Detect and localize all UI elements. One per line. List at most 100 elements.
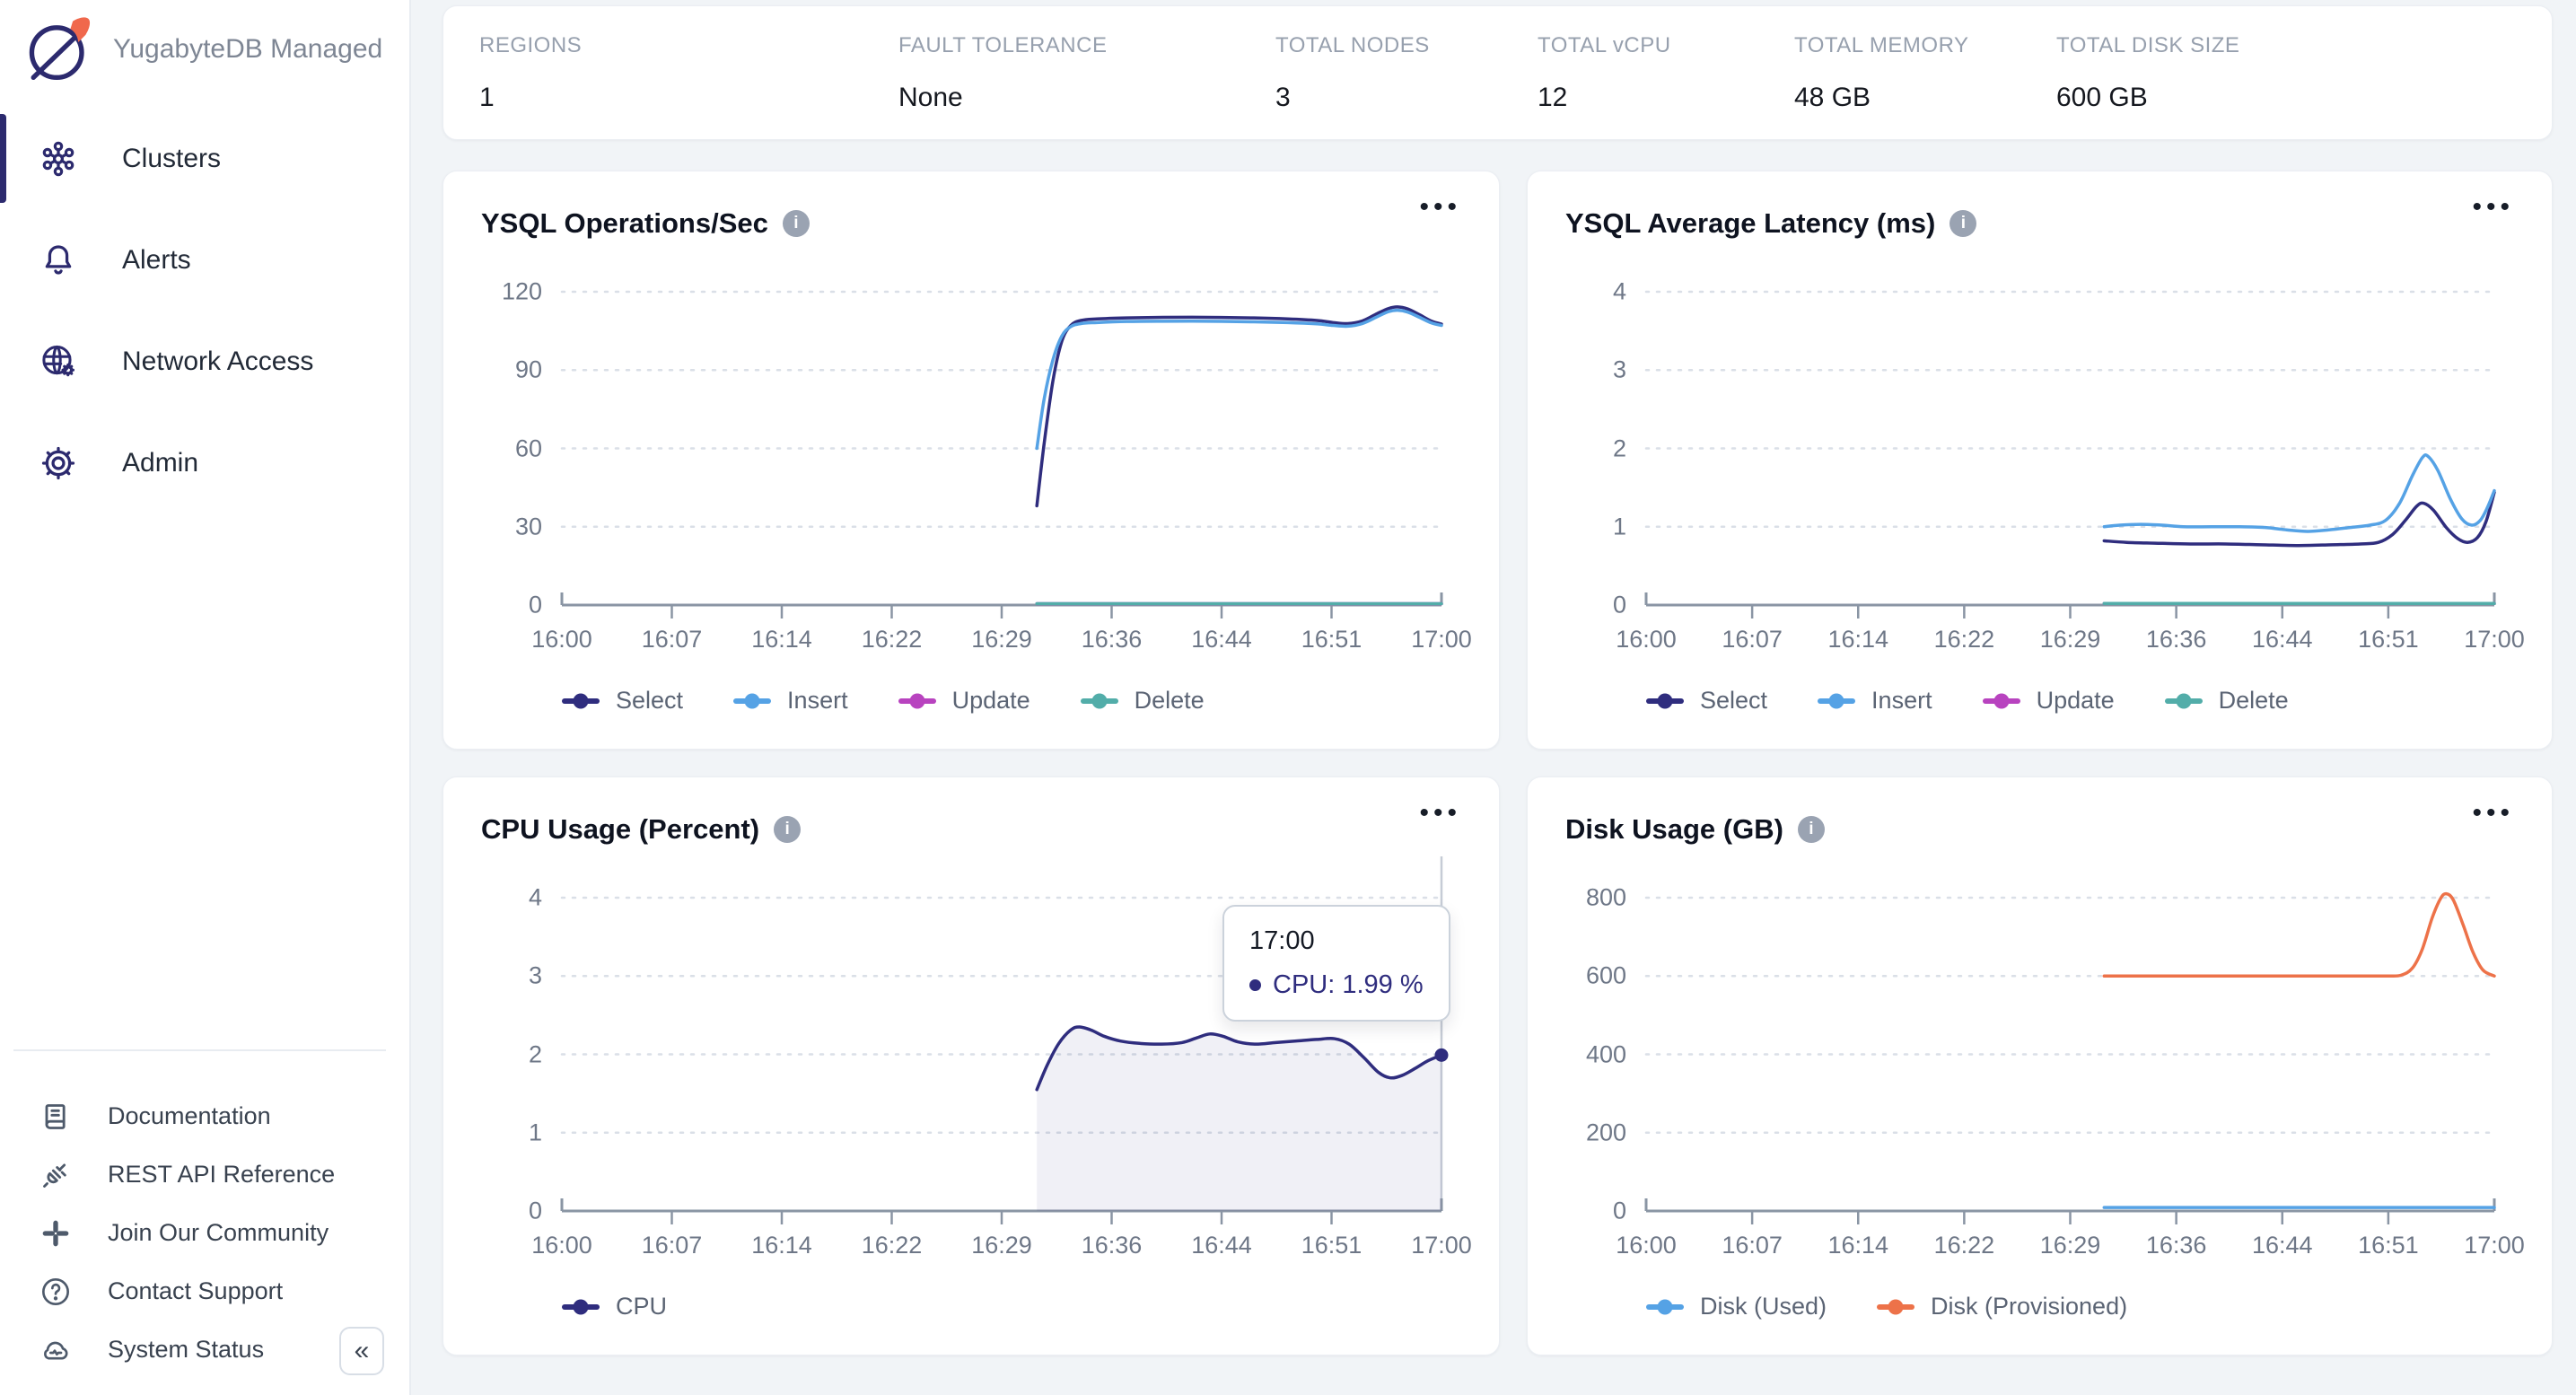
sidebar-link-rest-api-reference[interactable]: REST API Reference (0, 1145, 409, 1204)
legend-marker (733, 693, 772, 709)
sidebar-link-contact-support[interactable]: Contact Support (0, 1262, 409, 1320)
stat-label: TOTAL DISK SIZE (2056, 33, 2240, 57)
legend-item-update[interactable]: Update (1982, 687, 2115, 715)
x-axis-tick-label: 16:22 (1933, 1232, 1995, 1259)
legend-label: Select (616, 687, 684, 714)
legend-item-disk-used[interactable]: Disk (Used) (1646, 1293, 1827, 1320)
plug-icon (38, 1157, 74, 1193)
sidebar-item-label: Network Access (122, 346, 314, 376)
legend-item-insert[interactable]: Insert (733, 687, 848, 715)
chart-legend: CPU (562, 1293, 667, 1320)
stat-label: TOTAL vCPU (1538, 33, 1671, 57)
y-axis-tick-label: 3 (1612, 355, 1626, 383)
stat-label: REGIONS (479, 33, 583, 57)
legend-item-delete[interactable]: Delete (1080, 687, 1205, 715)
x-axis-tick-label: 17:00 (2464, 626, 2525, 653)
legend-label: Insert (787, 687, 848, 714)
legend-marker (898, 693, 936, 709)
x-axis-tick-label: 16:00 (1616, 626, 1677, 653)
x-axis-tick-label: 16:36 (1081, 626, 1143, 653)
legend-item-cpu[interactable]: CPU (562, 1293, 667, 1320)
x-axis-tick-label: 16:07 (641, 1232, 703, 1259)
y-axis-tick-label: 90 (514, 355, 542, 383)
x-axis-tick-label: 16:44 (2251, 626, 2313, 653)
legend-label: Disk (Provisioned) (1931, 1293, 2128, 1320)
chart-legend: Select Insert Update Delete (1646, 687, 2289, 715)
legend-label: Update (951, 687, 1030, 714)
x-axis-tick-label: 16:29 (2039, 626, 2101, 653)
info-icon[interactable]: i (782, 210, 810, 237)
sidebar-item-alerts[interactable]: Alerts (0, 209, 409, 311)
stat-label: FAULT TOLERANCE (898, 33, 1108, 57)
sidebar-footer: Documentation REST API Reference Join Our … (0, 1049, 409, 1395)
sidebar-link-label: Documentation (108, 1102, 271, 1129)
stat-value: 1 (479, 83, 495, 112)
y-axis-tick-label: 60 (514, 434, 542, 461)
chart-card-disk-usage: Disk Usage (GB) i ••• 0 200 400 600 800 16:00 16:… (1527, 776, 2553, 1356)
stat-total-disk-size: TOTAL DISK SIZE 600 GB (2056, 33, 2523, 139)
x-axis-tick-label: 16:22 (1933, 626, 1995, 653)
x-axis-tick-label: 16:14 (1827, 626, 1889, 653)
yugabytedb-logo-icon (20, 11, 97, 88)
y-axis-tick-label: 3 (528, 961, 542, 989)
stat-total-nodes: TOTAL NODES 3 (1275, 33, 1538, 139)
legend-item-delete[interactable]: Delete (2164, 687, 2289, 715)
x-axis-tick-label: 16:22 (861, 626, 923, 653)
legend-item-insert[interactable]: Insert (1818, 687, 1932, 715)
x-axis-tick-label: 16:44 (2251, 1232, 2313, 1259)
y-axis-tick-label: 1 (1612, 513, 1626, 540)
y-axis-tick-label: 800 (1585, 883, 1626, 911)
sidebar-nav: Clusters Alerts Network Access Admin (0, 108, 409, 513)
x-axis-tick-label: 16:07 (1722, 626, 1783, 653)
legend-marker (562, 693, 600, 709)
chart-menu-button[interactable]: ••• (1414, 191, 1467, 224)
info-icon[interactable]: i (1797, 816, 1825, 843)
legend-item-disk-provisioned[interactable]: Disk (Provisioned) (1877, 1293, 2127, 1320)
stat-value: 48 GB (1794, 83, 1871, 112)
bell-icon (38, 240, 79, 281)
x-axis-tick-label: 16:07 (1722, 1232, 1783, 1259)
y-axis-tick-label: 200 (1585, 1119, 1626, 1146)
cluster-summary-bar: REGIONS 1 FAULT TOLERANCE None TOTAL NODES 3 T… (442, 5, 2553, 140)
x-axis-tick-label: 16:51 (1301, 1232, 1362, 1259)
chart-legend: Select Insert Update Delete (562, 687, 1205, 715)
info-icon[interactable]: i (774, 816, 802, 843)
sidebar-item-network-access[interactable]: Network Access (0, 311, 409, 412)
stat-value: None (898, 83, 963, 112)
sidebar-item-label: Admin (122, 447, 199, 478)
y-axis-tick-label: 120 (501, 277, 542, 305)
stat-value: 3 (1275, 83, 1291, 112)
x-axis-tick-label: 16:44 (1191, 626, 1252, 653)
sidebar-link-join-our-community[interactable]: Join Our Community (0, 1204, 409, 1262)
sidebar-link-system-status[interactable]: System Status (0, 1320, 409, 1379)
x-axis-tick-label: 16:51 (2358, 626, 2419, 653)
chart-menu-button[interactable]: ••• (2466, 797, 2519, 829)
y-axis-tick-label: 2 (528, 1040, 542, 1067)
legend-item-update[interactable]: Update (898, 687, 1030, 715)
sidebar-link-documentation[interactable]: Documentation (0, 1087, 409, 1145)
chart-tooltip: 17:00 CPU: 1.99 % (1222, 905, 1450, 1022)
globe-gear-icon (38, 341, 79, 382)
stat-total-vcpu: TOTAL vCPU 12 (1538, 33, 1794, 139)
x-axis-tick-label: 16:36 (2145, 626, 2207, 653)
chart-card-ysql-latency: YSQL Average Latency (ms) i ••• 0 1 2 3 4 16:00 1… (1527, 171, 2553, 750)
stat-value: 600 GB (2056, 83, 2148, 112)
brand[interactable]: YugabyteDB Managed (0, 0, 409, 88)
stat-value: 12 (1538, 83, 1568, 112)
chart-menu-button[interactable]: ••• (1414, 797, 1467, 829)
info-icon[interactable]: i (1950, 210, 1977, 237)
y-axis-tick-label: 0 (1612, 591, 1626, 619)
chart-menu-button[interactable]: ••• (2466, 191, 2519, 224)
legend-item-select[interactable]: Select (562, 687, 683, 715)
legend-item-select[interactable]: Select (1646, 687, 1767, 715)
tooltip-series-dot (1249, 979, 1261, 991)
sidebar-item-admin[interactable]: Admin (0, 412, 409, 513)
legend-marker (1080, 693, 1118, 709)
collapse-sidebar-button[interactable]: « (339, 1327, 384, 1375)
x-axis-tick-label: 17:00 (2464, 1232, 2525, 1259)
tooltip-time: 17:00 (1249, 926, 1315, 955)
legend-label: CPU (616, 1293, 668, 1320)
legend-marker (1646, 1299, 1684, 1315)
sidebar-item-clusters[interactable]: Clusters (0, 108, 409, 209)
sidebar: YugabyteDB Managed Clusters Alerts Network… (0, 0, 411, 1395)
